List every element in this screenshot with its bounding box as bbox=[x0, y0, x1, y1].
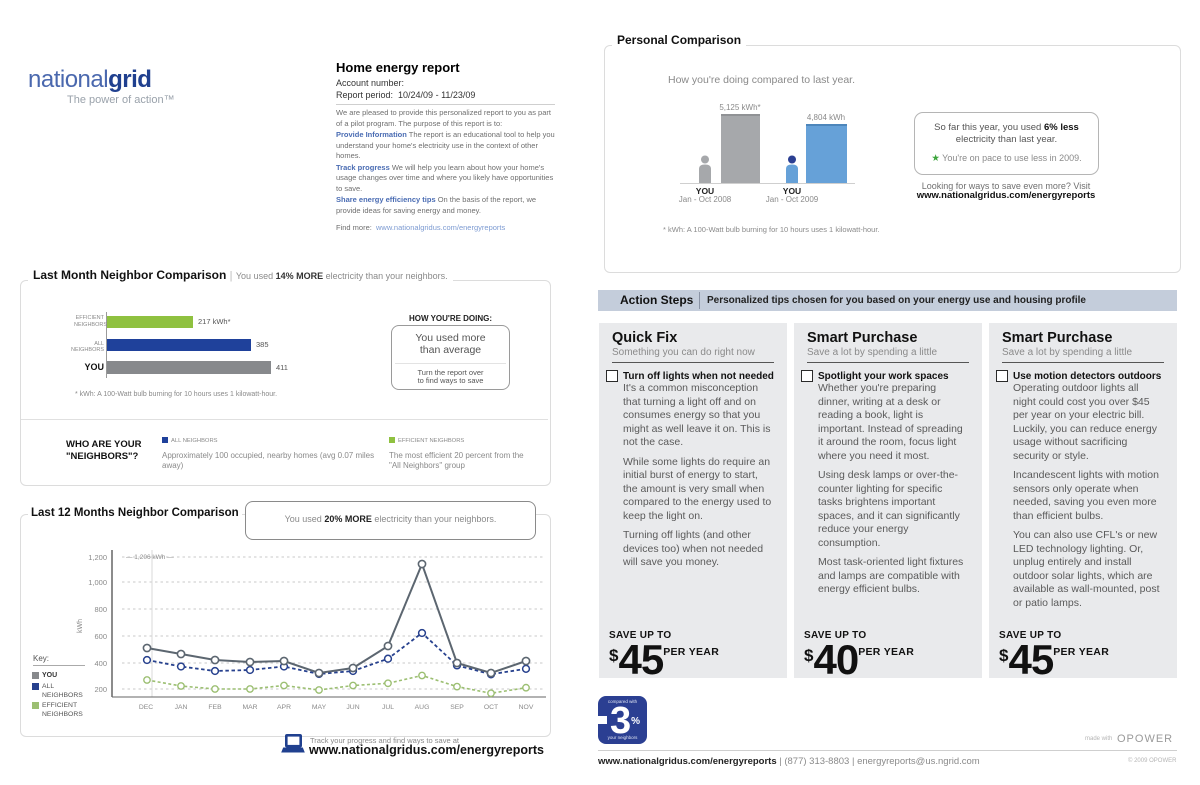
svg-text:OCT: OCT bbox=[484, 704, 498, 711]
svg-text:MAR: MAR bbox=[242, 704, 257, 711]
svg-text:600: 600 bbox=[94, 632, 107, 641]
svg-text:800: 800 bbox=[94, 605, 107, 614]
svg-text:1,000: 1,000 bbox=[88, 578, 107, 587]
svg-text:200: 200 bbox=[94, 685, 107, 694]
svg-text:kWh: kWh bbox=[77, 619, 84, 633]
svg-text:JUL: JUL bbox=[382, 704, 394, 711]
svg-text:AUG: AUG bbox=[415, 704, 430, 711]
svg-text:DEC: DEC bbox=[139, 704, 153, 711]
svg-text:400: 400 bbox=[94, 659, 107, 668]
svg-text:NOV: NOV bbox=[519, 704, 534, 711]
svg-text:— 1,206 kWh —: — 1,206 kWh — bbox=[126, 554, 174, 561]
svg-text:APR: APR bbox=[277, 704, 291, 711]
svg-text:1,200: 1,200 bbox=[88, 553, 107, 562]
svg-text:JUN: JUN bbox=[346, 704, 359, 711]
svg-text:JAN: JAN bbox=[175, 704, 188, 711]
svg-text:MAY: MAY bbox=[312, 704, 327, 711]
svg-text:FEB: FEB bbox=[208, 704, 222, 711]
svg-text:SEP: SEP bbox=[450, 704, 464, 711]
